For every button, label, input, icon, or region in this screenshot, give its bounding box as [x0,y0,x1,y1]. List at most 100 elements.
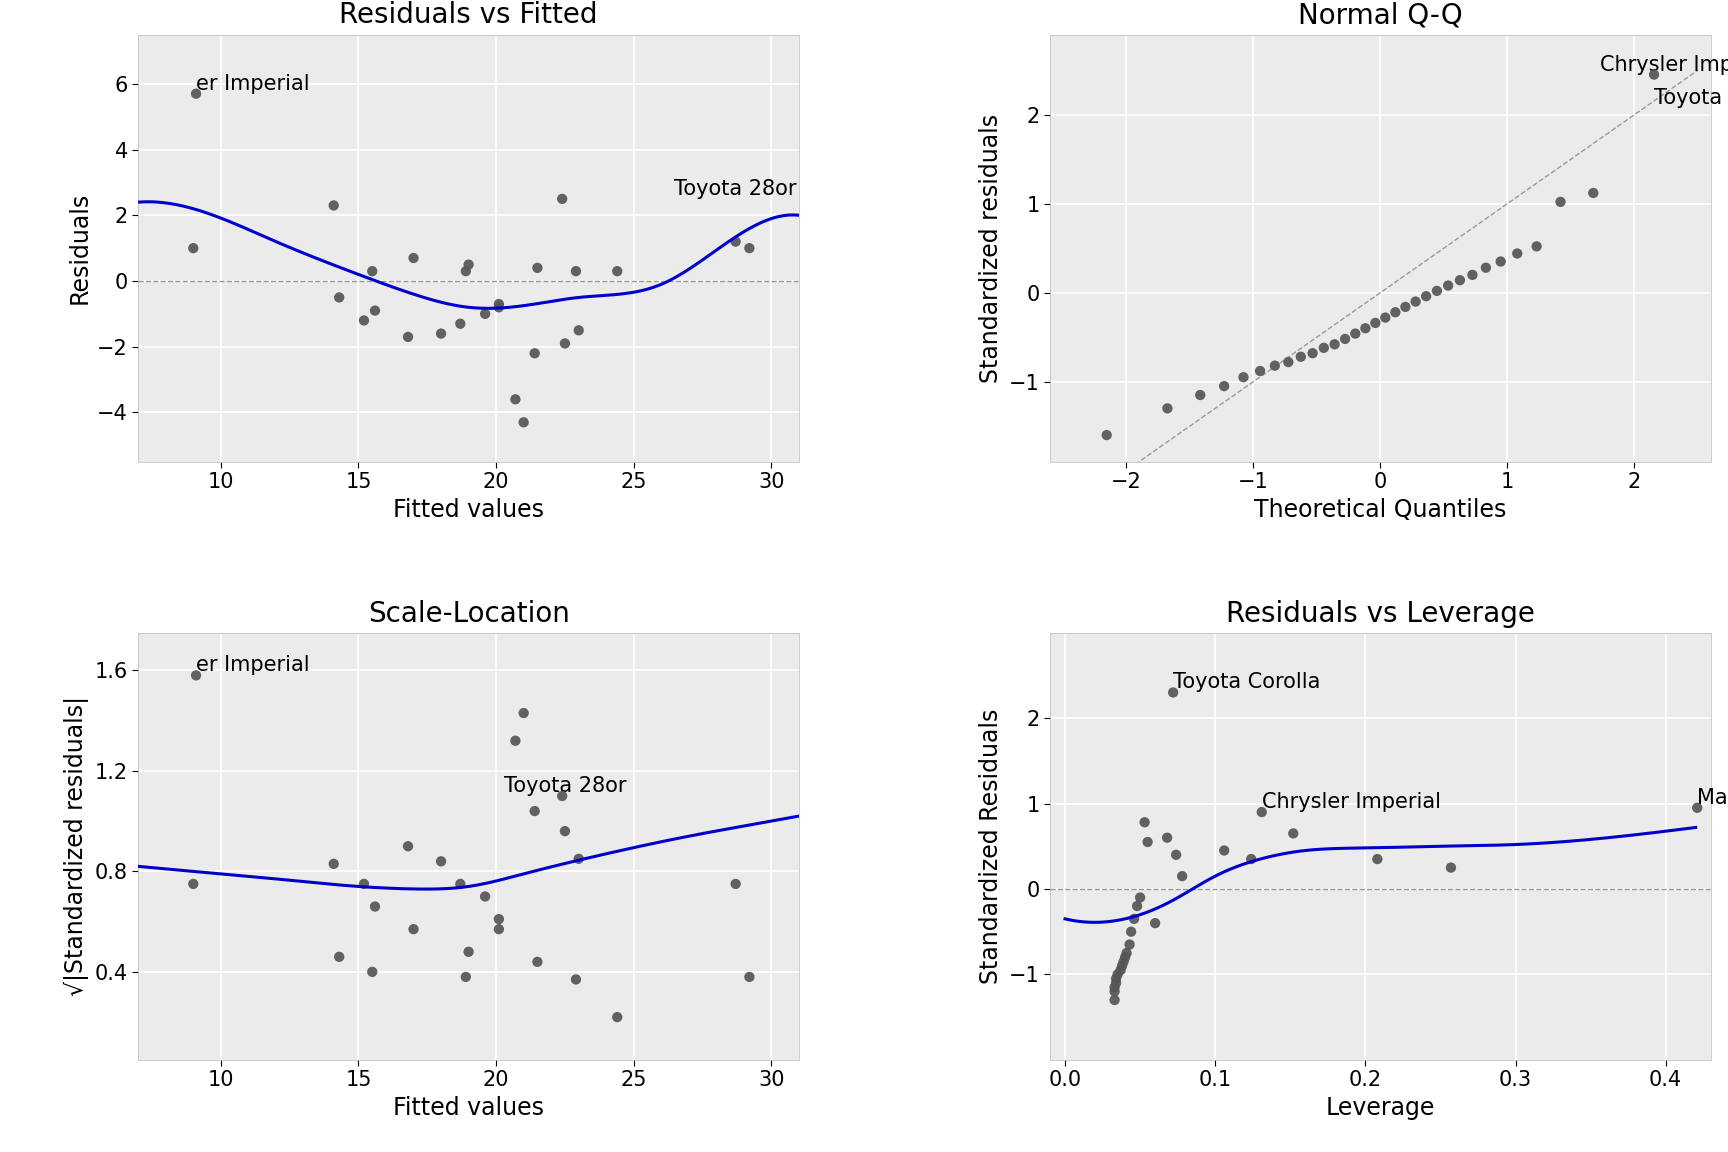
Point [453,262,480,280]
Point [562,970,589,988]
Text: er Imperial: er Imperial [195,655,309,675]
Point [1118,923,1146,941]
Point [1237,850,1265,869]
Point [1109,953,1137,971]
Point [1503,244,1531,263]
Point [394,838,422,856]
Point [1351,319,1379,338]
Point [358,963,385,982]
Text: er Imperial: er Imperial [195,74,309,93]
Y-axis label: √|Standardized residuals|: √|Standardized residuals| [64,696,90,996]
Point [1446,271,1474,289]
Title: Residuals vs Fitted: Residuals vs Fitted [339,1,598,30]
Point [551,821,579,840]
Point [361,897,389,916]
Point [510,414,537,432]
Point [1341,325,1369,343]
Point [1320,335,1348,354]
Point [358,262,385,280]
Point [551,334,579,353]
Point [361,302,389,320]
Point [181,84,209,103]
Point [1140,914,1168,932]
Point [1168,867,1196,886]
Point [1210,377,1237,395]
Point [1279,824,1306,842]
Point [1210,841,1237,859]
Point [1362,313,1389,332]
Point [510,704,537,722]
Point [1102,973,1130,992]
Point [454,942,482,961]
Point [1579,184,1607,203]
Text: Chrysler Imperial: Chrysler Imperial [1600,54,1728,75]
Point [1111,948,1139,967]
Point [399,249,427,267]
Point [1116,935,1144,954]
Point [548,190,575,209]
Y-axis label: Standardized residuals: Standardized residuals [980,114,1004,382]
Point [1299,344,1327,363]
Point [562,262,589,280]
Point [1261,356,1289,374]
Point [548,787,575,805]
Point [1438,858,1465,877]
Text: Maserati: Maserati [1697,788,1728,808]
Point [394,327,422,346]
Point [501,391,529,409]
Point [325,948,353,967]
Point [1104,965,1132,984]
Text: Chrysler Imperial: Chrysler Imperial [1261,793,1441,812]
Point [180,874,207,893]
Point [1108,956,1135,975]
Point [1159,683,1187,702]
Point [472,887,499,905]
Point [399,920,427,939]
Point [1106,961,1134,979]
Point [1248,803,1275,821]
Point [1310,339,1337,357]
Point [722,874,750,893]
Point [1547,192,1574,211]
Point [736,238,764,257]
Point [1130,813,1158,832]
Point [1101,991,1128,1009]
Point [325,288,353,306]
Point [320,196,347,214]
Point [1120,910,1147,929]
Y-axis label: Residuals: Residuals [67,192,92,304]
Point [446,314,473,333]
Point [1372,309,1400,327]
Point [1187,386,1215,404]
Text: Toyota Corolla: Toyota Corolla [1173,673,1320,692]
Point [1424,282,1452,301]
Point [1640,66,1668,84]
Point [1101,983,1128,1001]
Point [603,262,631,280]
Point [181,666,209,684]
Point [486,298,513,317]
Point [486,910,513,929]
Text: Toyota 28or: Toyota 28or [674,179,797,199]
Point [722,233,750,251]
Point [1522,237,1550,256]
Point [1683,798,1711,817]
Point [1472,258,1500,276]
Point [1246,362,1274,380]
X-axis label: Fitted values: Fitted values [392,1096,544,1120]
Point [524,259,551,278]
Point [427,852,454,871]
Point [1401,293,1429,311]
Point [1363,850,1391,869]
Point [1102,970,1130,988]
Point [1134,833,1161,851]
Point [486,920,513,939]
Point [565,321,593,340]
Title: Normal Q-Q: Normal Q-Q [1298,1,1462,30]
Point [1381,303,1408,321]
Point [1412,287,1439,305]
Text: Toyota 28or: Toyota 28or [503,776,626,796]
Point [1153,828,1180,847]
Point [1101,978,1128,996]
Point [351,874,378,893]
